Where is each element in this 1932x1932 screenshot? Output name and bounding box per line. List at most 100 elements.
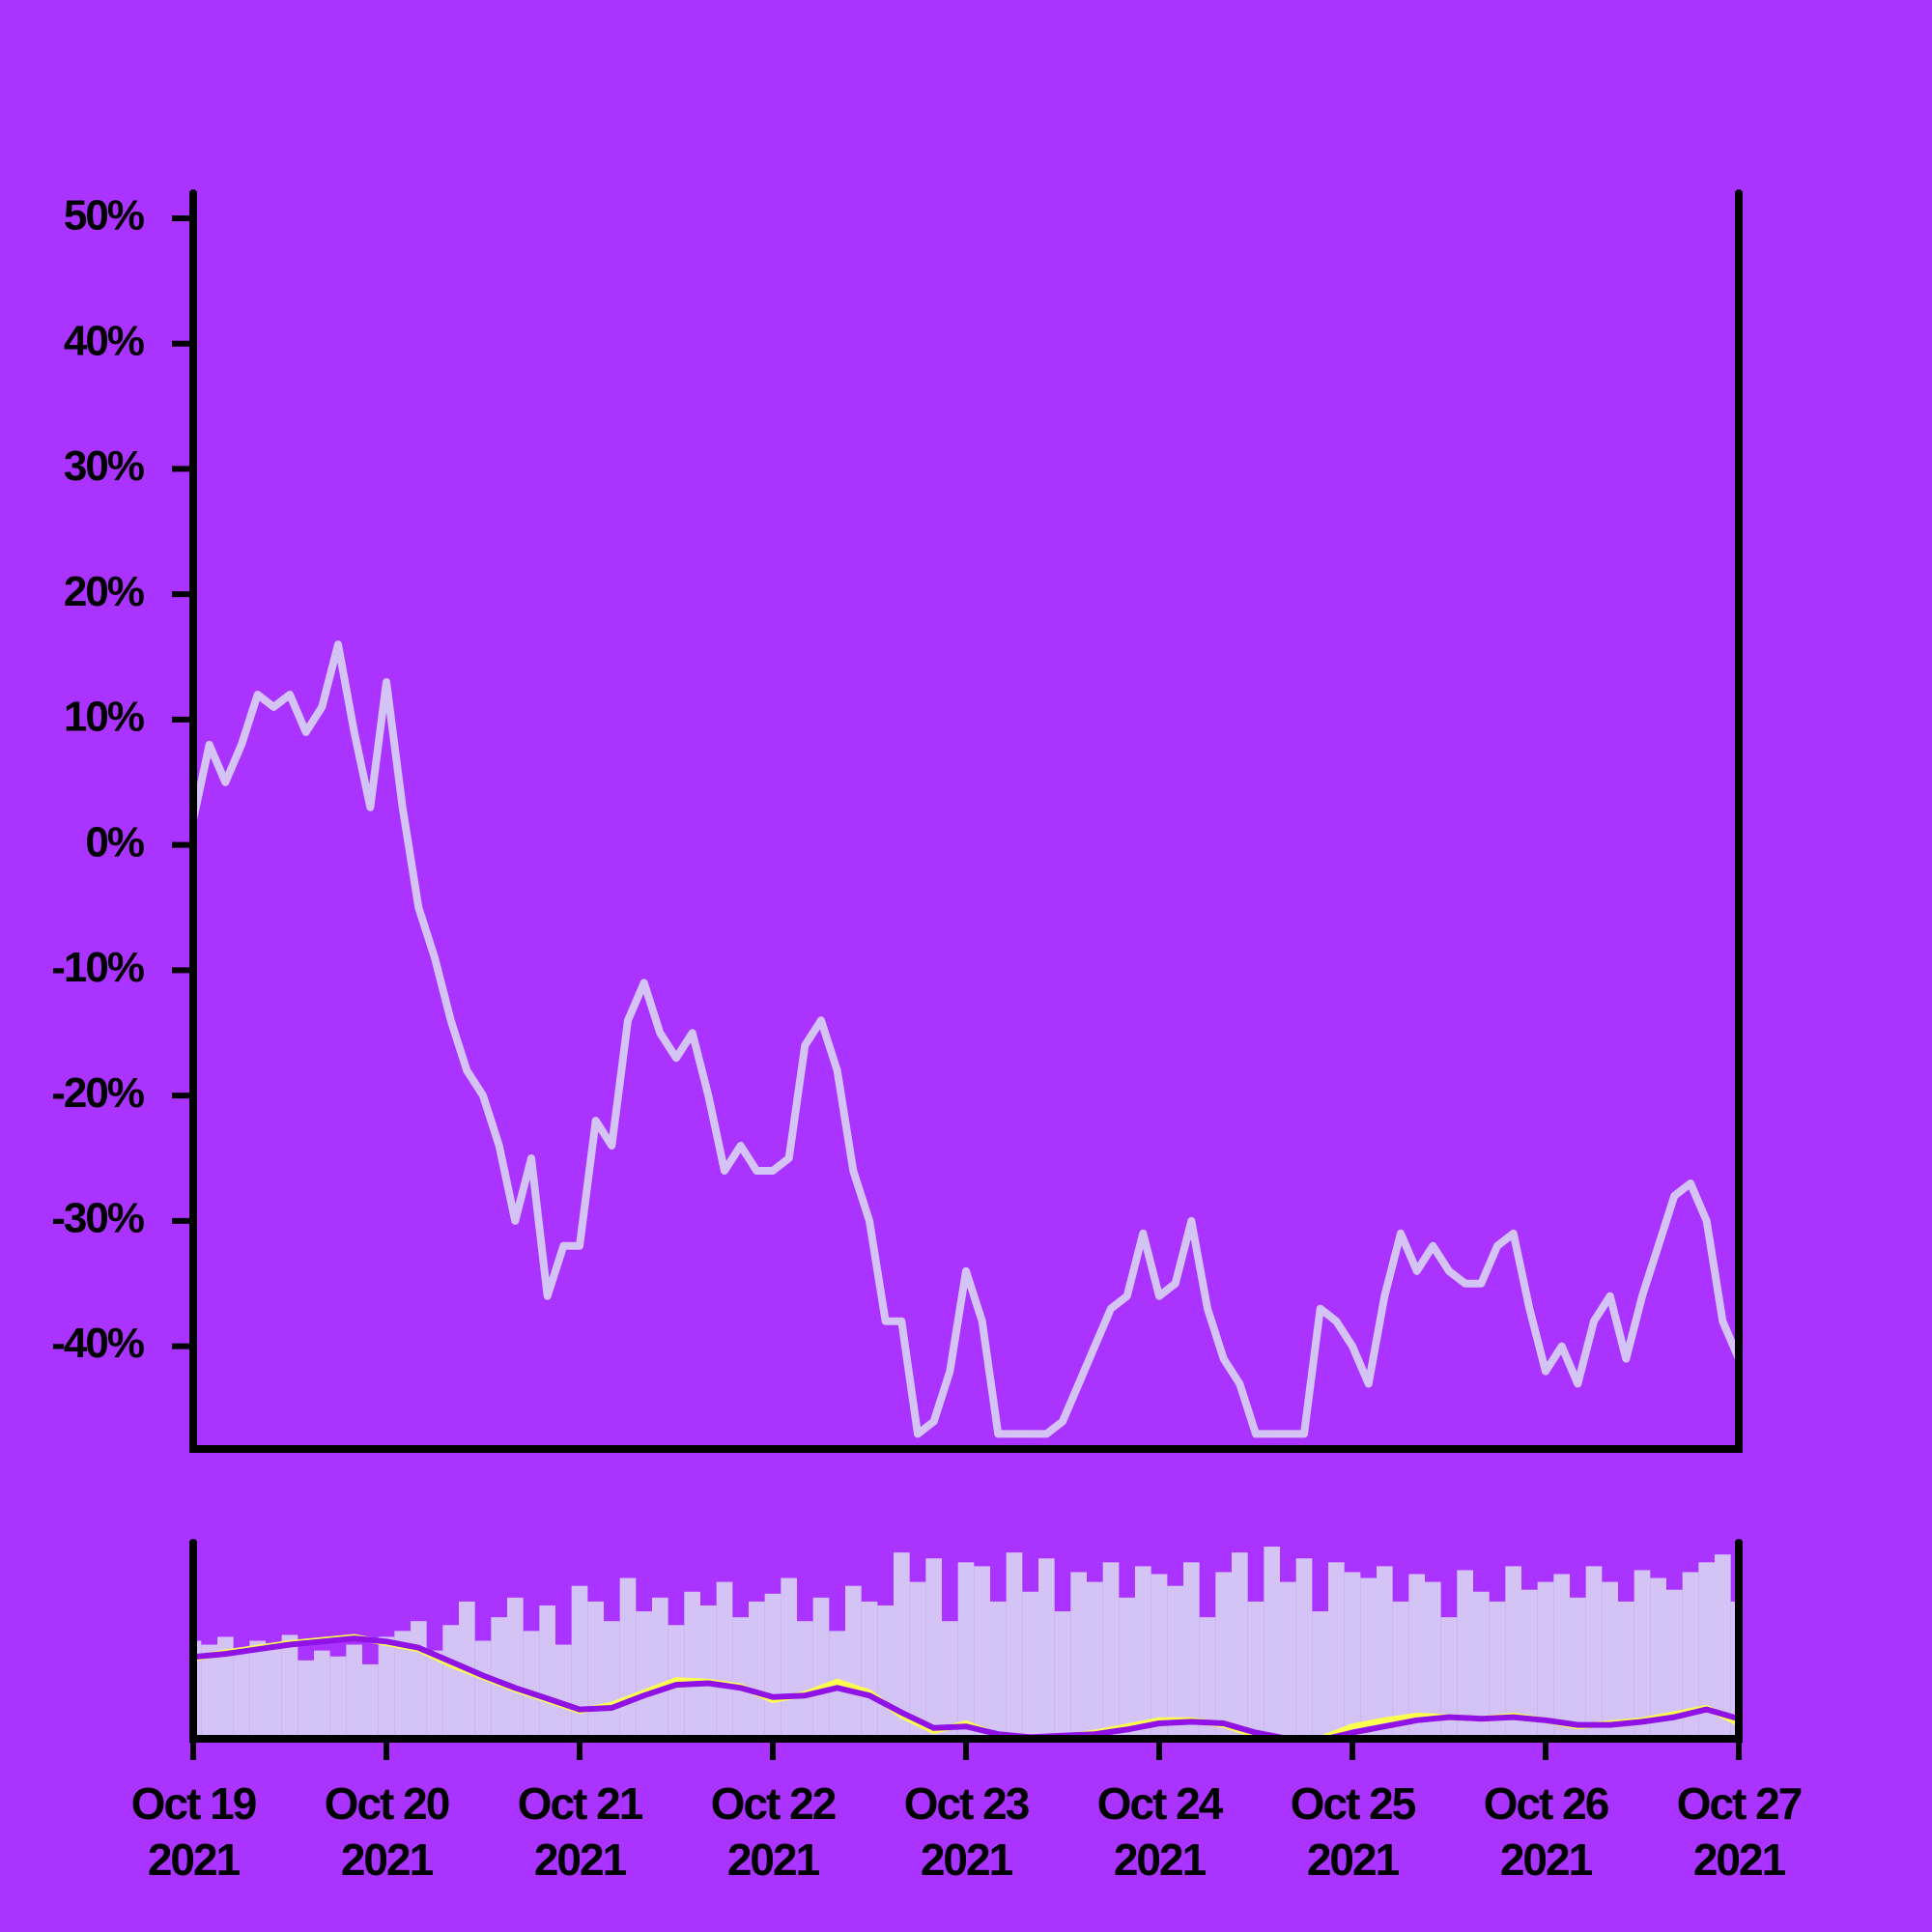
x-tick-label: Oct 22 [711,1778,836,1829]
volume-bar [652,1597,668,1739]
x-tick-label: 2021 [1114,1834,1207,1885]
volume-bar [636,1611,652,1739]
volume-bar [877,1605,894,1739]
volume-bar [764,1593,781,1739]
volume-bar [298,1660,314,1739]
volume-bar [249,1640,266,1739]
volume-bar [1585,1566,1603,1739]
volume-bar [812,1597,830,1739]
volume-bar [1408,1574,1425,1739]
volume-bar [1135,1566,1151,1739]
volume-bar [1038,1558,1055,1739]
volume-bar [411,1621,427,1739]
volume-bar [957,1562,975,1739]
y-tick-label: -10% [51,944,144,991]
y-tick-label: 0% [85,818,143,866]
volume-bar [1425,1581,1441,1739]
volume-bar [894,1552,910,1739]
volume-bar [1167,1585,1183,1739]
volume-bar [1247,1601,1264,1739]
volume-bar [329,1656,347,1739]
x-tick-label: 2021 [148,1834,241,1885]
x-tick-label: Oct 21 [518,1778,643,1829]
volume-bar [700,1605,717,1739]
volume-bar [797,1621,813,1739]
volume-bar [1440,1617,1458,1739]
volume-bar [555,1644,572,1739]
volume-bar [1473,1591,1490,1739]
x-tick-label: 2021 [341,1834,434,1885]
volume-bar [716,1581,733,1739]
volume-bar [684,1591,700,1739]
volume-bar [1392,1601,1409,1739]
volume-bar [1521,1589,1538,1739]
volume-bar [1022,1591,1038,1739]
volume-bar [1634,1570,1651,1739]
volume-bar [1054,1611,1071,1739]
volume-bar [442,1625,459,1739]
volume-bar [1360,1577,1377,1739]
volume-bar [1215,1572,1232,1739]
volume-bar [1295,1558,1313,1739]
volume-bar [1344,1572,1361,1739]
volume-bar [942,1621,958,1739]
volume-bar [266,1646,282,1739]
volume-bar [1698,1562,1715,1739]
volume-bar [346,1644,362,1739]
volume-bar [781,1577,797,1739]
y-tick-label: -40% [51,1320,144,1367]
moving-average-line [193,1635,1739,1739]
volume-bar [233,1652,250,1739]
x-tick-label: 2021 [1500,1834,1593,1885]
volume-bar [1553,1574,1570,1739]
y-tick-label: -20% [51,1069,144,1117]
y-tick-label: 10% [64,694,144,741]
volume-bar [1618,1601,1634,1739]
volume-bar [1006,1552,1023,1739]
y-tick-label: -30% [51,1194,144,1241]
volume-bar [1070,1572,1087,1739]
volume-bar [314,1650,330,1739]
volume-bar [571,1585,588,1739]
x-tick-label: 2021 [534,1834,627,1885]
volume-bar [604,1621,620,1739]
volume-bar [1264,1547,1280,1739]
volume-bar [217,1636,234,1739]
volume-bar [362,1663,379,1739]
volume-bar [861,1601,878,1739]
volume-bar [845,1585,862,1739]
volume-bar [539,1605,555,1739]
x-tick-label: Oct 20 [325,1778,449,1829]
volume-bar [1457,1570,1473,1739]
price-frame [189,189,1743,1453]
volume-bar [749,1601,765,1739]
y-tick-label: 30% [64,442,144,490]
volume-bar [974,1566,990,1739]
volume-bar [507,1597,524,1739]
volume-bar [1183,1562,1200,1739]
volume-bar [619,1577,637,1739]
volume-bar [1682,1572,1699,1739]
volume-bar [1232,1552,1248,1739]
volume-plot [193,1547,1739,1739]
volume-bar [1328,1562,1345,1739]
volume-bar [1119,1597,1135,1739]
volume-bar [1570,1597,1586,1739]
volume-bar [1102,1562,1120,1739]
x-tick-label: 2021 [1693,1834,1786,1885]
volume-bar [1280,1581,1296,1739]
x-tick-label: Oct 23 [904,1778,1029,1829]
x-tick-label: Oct 25 [1291,1778,1416,1829]
y-tick-label: 40% [64,317,144,364]
volume-bar [1489,1601,1506,1739]
volume-bar [925,1558,942,1739]
volume-bar [1151,1574,1168,1739]
volume-bar [1312,1611,1328,1739]
volume-bar [990,1601,1007,1739]
x-tick-label: 2021 [1307,1834,1400,1885]
x-tick-label: Oct 26 [1484,1778,1608,1829]
volume-bar [193,1640,202,1739]
volume-bar [587,1601,604,1739]
